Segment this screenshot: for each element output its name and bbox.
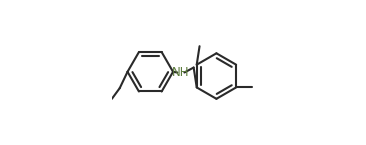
Text: NH: NH <box>172 66 190 79</box>
